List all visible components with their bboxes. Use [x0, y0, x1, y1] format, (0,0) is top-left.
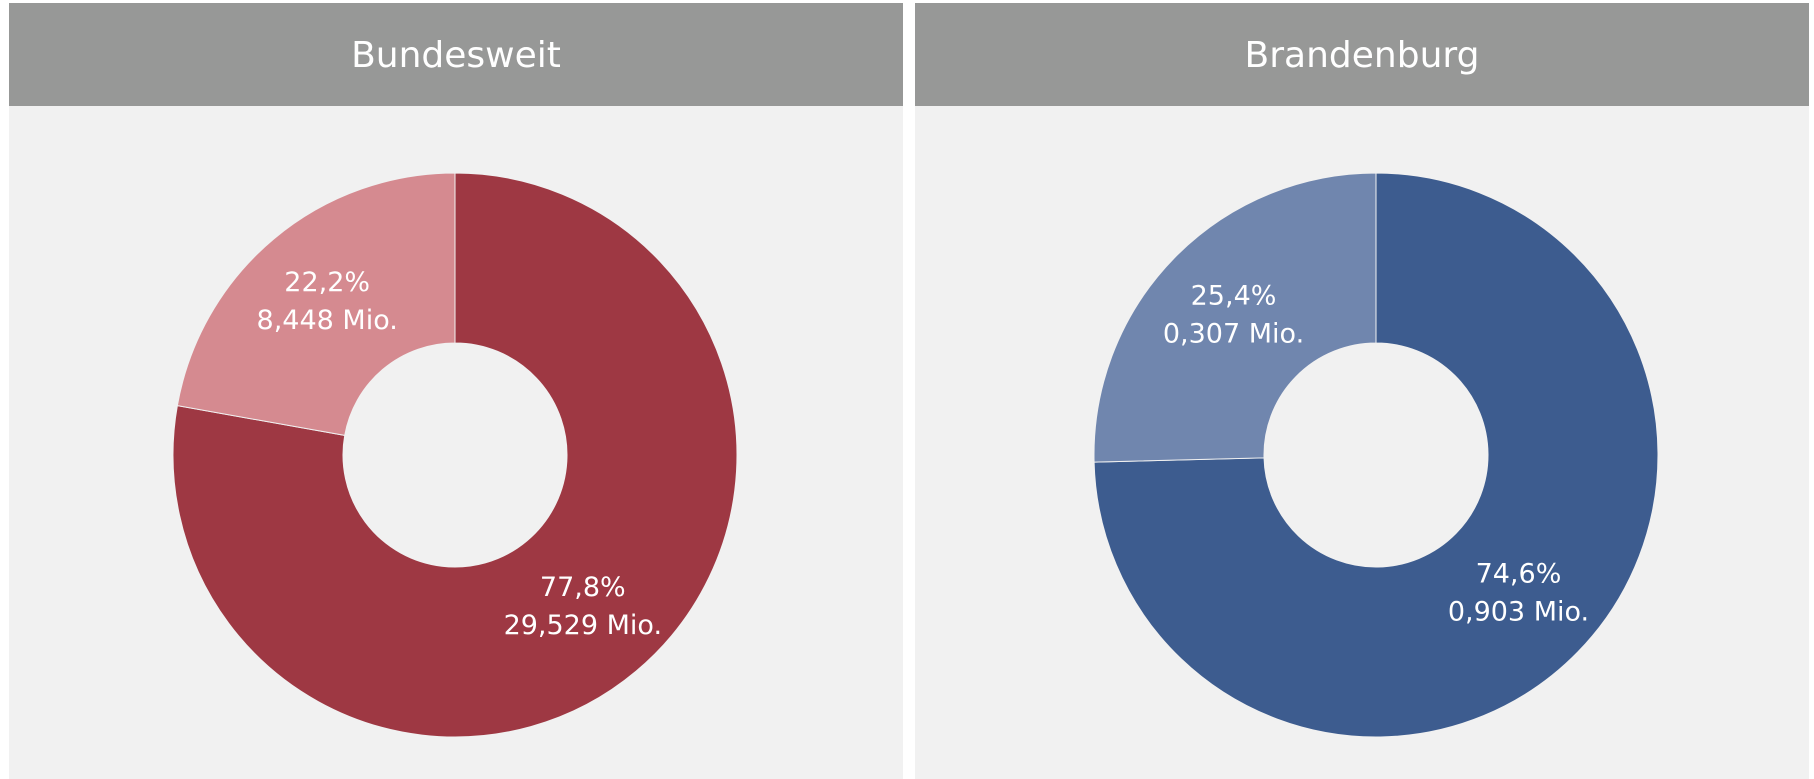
chart-title: Brandenburg: [1245, 35, 1480, 76]
amount-label: 29,529 Mio.: [504, 610, 662, 641]
amount-label: 8,448 Mio.: [257, 305, 398, 336]
data-label: 77,8%: [540, 572, 626, 603]
amount-label: 0,903 Mio.: [1448, 596, 1589, 627]
donut-slice: [176, 172, 456, 436]
data-label: 22,2%: [284, 267, 370, 298]
donut-slice: [1093, 172, 1659, 738]
amount-label: 0,307 Mio.: [1163, 319, 1304, 350]
data-label: 74,6%: [1476, 558, 1562, 589]
data-label: 25,4%: [1191, 281, 1277, 312]
panel-header: [915, 3, 1809, 106]
chart-title: Bundesweit: [351, 35, 561, 76]
donut-slice: [1093, 172, 1377, 463]
donut-slice: [172, 172, 738, 738]
panel-header: [9, 3, 903, 106]
